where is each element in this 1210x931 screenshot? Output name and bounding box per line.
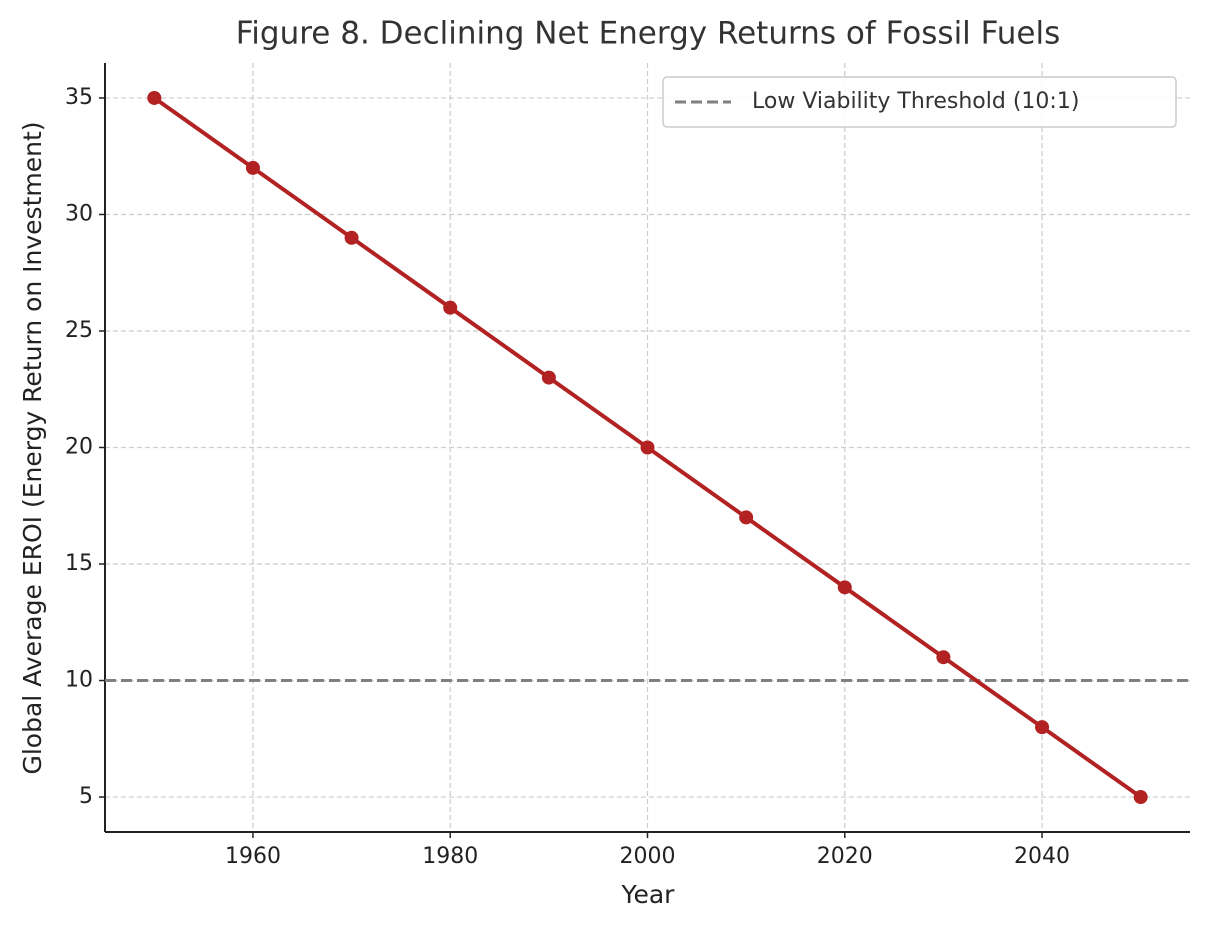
chart-title: Figure 8. Declining Net Energy Returns o… (236, 16, 1061, 52)
y-tick-label: 10 (65, 668, 93, 693)
legend-label: Low Viability Threshold (10:1) (752, 89, 1079, 114)
point (936, 650, 951, 665)
y-tick-label: 30 (65, 201, 93, 226)
point (739, 510, 754, 525)
y-axis-label: Global Average EROI (Energy Return on In… (18, 121, 47, 774)
point (1035, 720, 1050, 735)
x-axis-label: Year (621, 880, 676, 909)
y-tick-label: 35 (65, 85, 93, 110)
x-tick-label: 1980 (422, 844, 478, 869)
point (541, 370, 556, 385)
x-tick-label: 2020 (817, 844, 873, 869)
x-tick-label: 2000 (620, 844, 676, 869)
point (245, 160, 260, 175)
legend-box (662, 76, 1177, 128)
point (1133, 790, 1148, 805)
point (837, 580, 852, 595)
y-tick-label: 15 (65, 551, 93, 576)
y-tick-label: 25 (65, 318, 93, 343)
x-tick-label: 2040 (1014, 844, 1070, 869)
point (443, 300, 458, 315)
y-tick-label: 20 (65, 435, 93, 460)
point (640, 440, 655, 455)
point (147, 90, 162, 105)
point (344, 230, 359, 245)
y-tick-label: 5 (79, 784, 93, 809)
x-tick-label: 1960 (225, 844, 281, 869)
